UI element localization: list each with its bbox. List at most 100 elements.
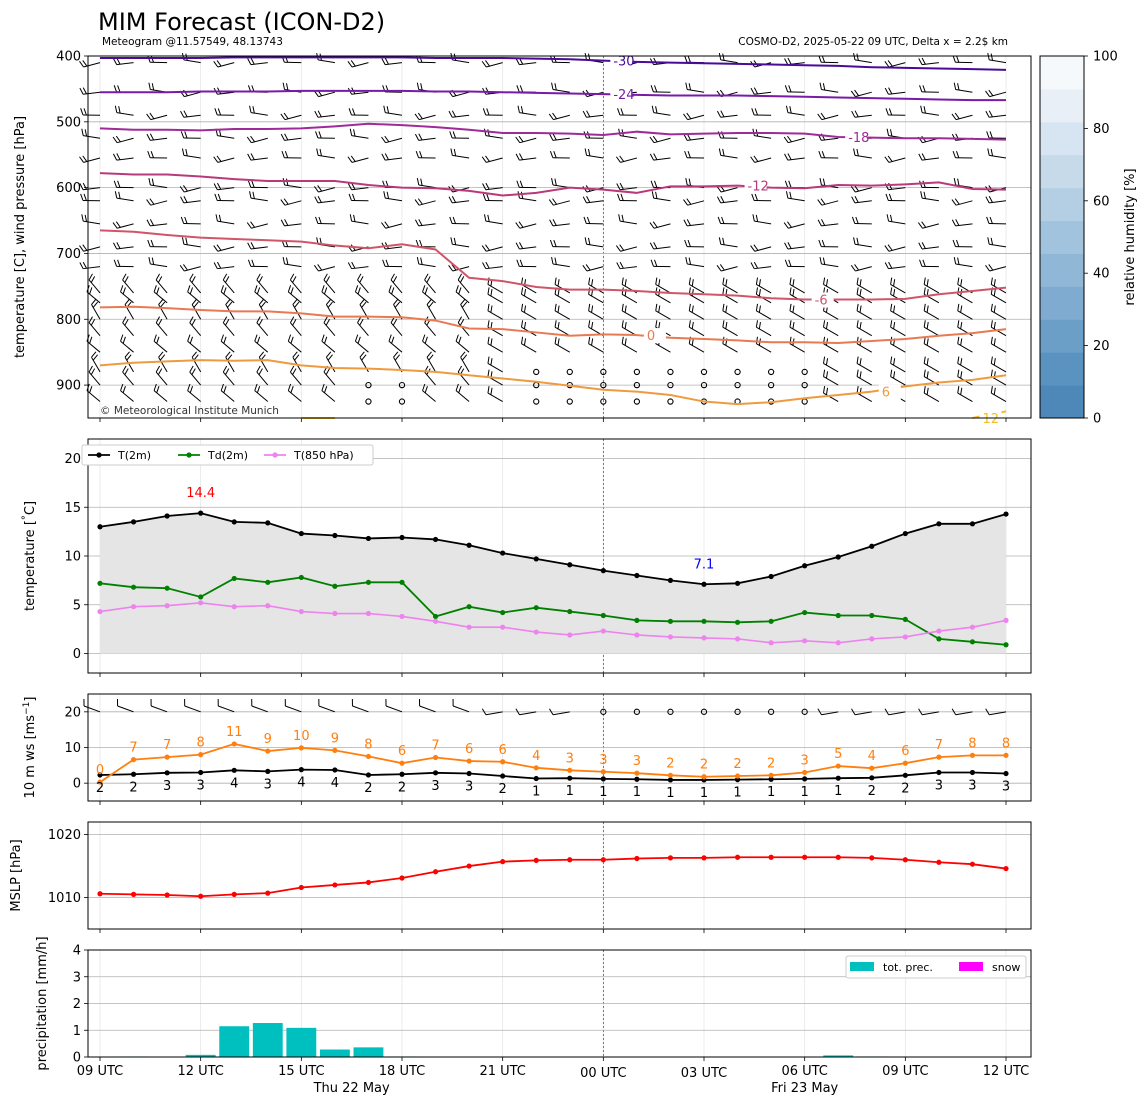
barb-feather [227,354,233,361]
barb-feather [183,264,188,271]
barb-shaft [116,62,134,66]
gust-value-label: 7 [163,738,171,753]
barb-feather [953,257,957,265]
speed-value-label: 1 [599,785,607,800]
barb-feather [888,193,893,201]
barb-shaft [923,392,940,402]
wind-barb [256,365,269,386]
barb-feather [316,148,319,156]
barb-feather [655,191,658,199]
barb-shaft [823,326,839,337]
barb-shaft [351,157,369,163]
legend: tot. prec. snow [845,955,1027,979]
barb-feather [523,338,527,346]
precip-bar [219,1026,250,1057]
barb-feather [185,148,188,156]
colorbar-tick-label: 60 [1093,194,1110,209]
barb-shaft [890,284,906,294]
series-point [634,572,640,579]
barb-feather [717,216,722,224]
barb-feather [789,303,792,311]
barb-shaft [991,362,1007,373]
barb-feather [351,261,356,269]
barb-feather [252,191,255,199]
wind-barb [521,303,537,320]
wind-barb [617,193,637,202]
barb-feather [515,708,520,716]
barb-shaft [552,711,570,716]
barb-shaft [653,137,671,144]
barb-feather [149,219,155,226]
barb-feather [716,110,722,118]
barb-feather [792,321,795,330]
wind-barb [383,191,403,202]
barb-shaft [217,187,235,191]
wind-barb [923,303,940,320]
barb-feather [750,87,755,95]
barb-feather [217,108,222,116]
barb-shaft [250,157,268,161]
barb-feather [658,279,661,287]
barb-feather [149,133,155,141]
barb-feather [923,386,926,394]
series-point [802,638,808,644]
wind-barb [122,273,134,294]
barb-feather [287,334,292,342]
barb-feather [993,358,996,366]
wind-barb [515,153,537,161]
barb-feather [787,57,792,65]
wind-barb [153,285,168,304]
barb-feather [323,386,328,393]
barb-feather [785,191,789,199]
barb-feather [157,276,163,283]
barb-feather [383,191,386,199]
barb-shaft [189,279,202,294]
series-point [1003,642,1009,648]
wind-barb [213,261,235,270]
wind-barb [784,242,805,250]
wind-barb [549,150,570,159]
barb-shaft [122,322,134,337]
wind-barb [582,264,604,272]
barb-feather [856,237,859,245]
barb-feather [487,356,490,364]
barb-feather [415,239,420,247]
wind-barb [323,273,336,294]
barb-shaft [187,291,201,304]
wind-barb [398,381,406,389]
barb-feather [787,135,792,143]
series-point [365,535,372,542]
barb-shaft [756,310,772,320]
barb-shaft [888,91,906,95]
barb-feather [921,153,926,160]
barb-shaft [287,390,302,402]
barb-shaft [856,362,873,373]
barb-feather [323,273,328,281]
isotherm-label: -6 [815,294,828,309]
barb-shaft [385,705,403,713]
barb-shaft [689,310,705,320]
barb-shaft [856,343,873,353]
barb-shaft [888,220,906,225]
wind-barb [588,303,604,320]
barb-shaft [789,284,805,294]
barb-feather [90,318,96,326]
isotherm-label-bg [744,178,767,194]
barb-shaft [957,343,973,353]
barb-shaft [385,223,403,229]
barb-feather [521,277,524,285]
legend-swatch [959,962,983,971]
wind-barb [990,303,1007,320]
wind-barb [287,285,302,304]
barb-shaft [284,114,302,121]
barb-shaft [754,220,772,225]
barb-shaft [689,343,705,353]
speed-value-label: 1 [733,786,741,801]
wind-barb [890,320,906,337]
barb-shaft [460,304,470,320]
barb-shaft [83,220,101,225]
barb-feather [523,289,527,297]
barb-feather [92,354,99,361]
barb-shaft [722,326,738,337]
barb-shaft [554,326,571,337]
